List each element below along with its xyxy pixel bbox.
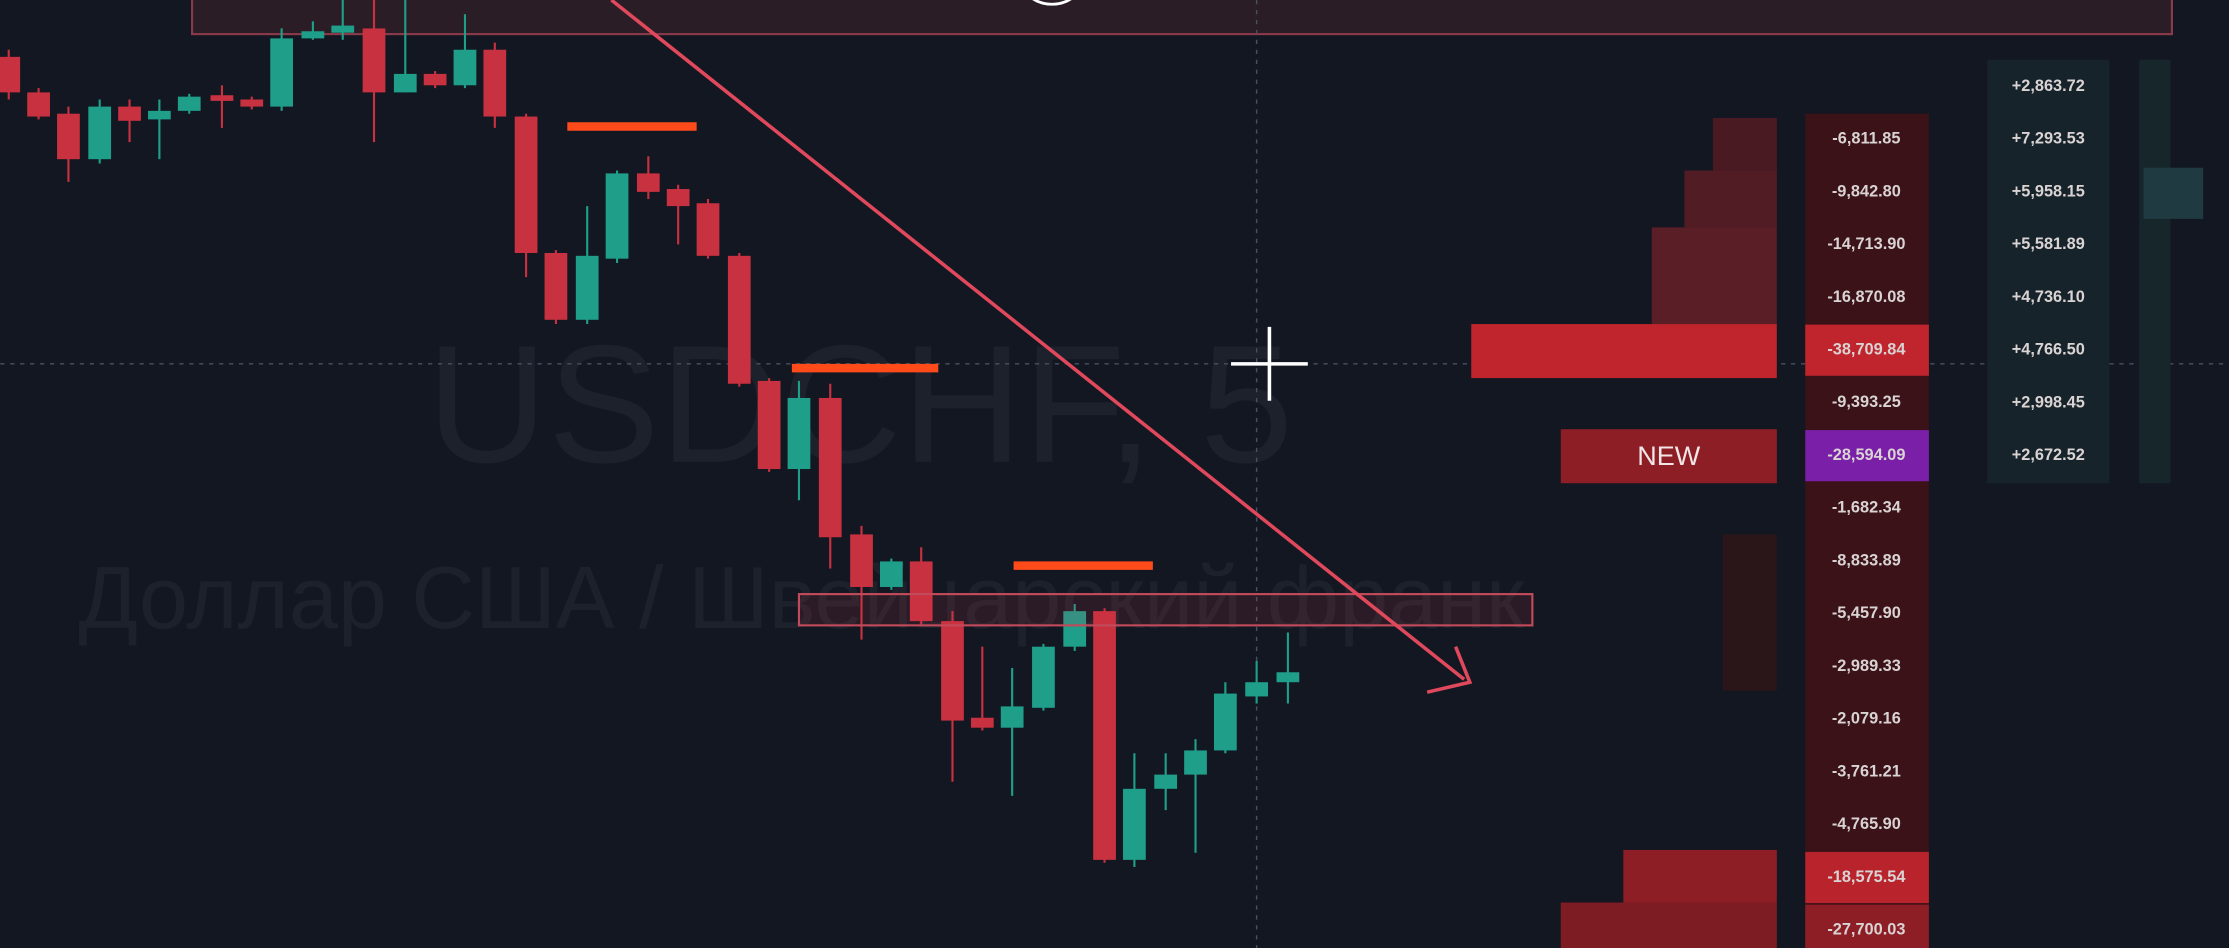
- candle-body: [423, 73, 447, 86]
- profile-bar: [1471, 324, 1777, 379]
- right-value: +5,581.89: [2012, 235, 2085, 253]
- crosshair-cursor: [1231, 326, 1308, 401]
- candle-body: [1245, 682, 1268, 697]
- candle-body: [1154, 774, 1178, 789]
- top-icon: [1032, 0, 1072, 6]
- candle-body: [514, 116, 538, 253]
- delta-column: -6,811.85 -9,842.80 -14,713.90 -16,870.08 -3…: [1805, 130, 1929, 948]
- candle-body: [818, 397, 842, 538]
- candle-body: [605, 173, 629, 259]
- candle-body: [148, 110, 171, 120]
- delta-value: -1,682.34: [1832, 499, 1901, 517]
- volume-profile: NEW: [1471, 117, 1777, 948]
- candle-body: [850, 534, 873, 587]
- delta-cell: [1805, 851, 1929, 904]
- profile-bar: [1722, 534, 1777, 691]
- candle-body: [1276, 672, 1300, 683]
- candle-body: [453, 49, 477, 86]
- profile-bar: [1712, 117, 1777, 171]
- candle-body: [1123, 788, 1146, 860]
- candle-body: [696, 203, 720, 256]
- candle-body: [0, 56, 21, 93]
- candle-body: [27, 92, 50, 117]
- delta-value: -9,393.25: [1832, 393, 1901, 411]
- right-value: +7,293.53: [2012, 130, 2085, 148]
- candle-body: [575, 255, 599, 320]
- new-box: [1560, 429, 1777, 484]
- trend-arrow: [1426, 646, 1473, 694]
- candle-body: [1093, 611, 1116, 860]
- candle-body: [787, 397, 811, 470]
- candle-body: [1184, 750, 1207, 775]
- delta-value: -2,989.33: [1832, 657, 1901, 675]
- candle-body: [240, 99, 264, 107]
- candle-body: [270, 38, 293, 107]
- delta-cell: [1805, 324, 1929, 376]
- delta-value: -16,870.08: [1827, 288, 1905, 306]
- candle-body: [1213, 693, 1237, 751]
- scroll-thumb: [2143, 167, 2204, 219]
- candle-body: [727, 255, 751, 384]
- right-value: +4,766.50: [2012, 341, 2085, 359]
- delta-value: -14,713.90: [1827, 235, 1905, 253]
- candle-body: [210, 95, 234, 101]
- new-label: NEW: [1637, 441, 1701, 471]
- candle-body: [666, 189, 690, 207]
- candle-body: [941, 621, 964, 721]
- candle-body: [393, 73, 417, 93]
- candle-body: [636, 173, 660, 192]
- profile-bar: [1651, 227, 1777, 325]
- right-value: +2,863.72: [2012, 77, 2085, 95]
- delta-value: -3,761.21: [1832, 762, 1901, 780]
- right-value: +4,736.10: [2012, 288, 2085, 306]
- right-value: +5,958.15: [2012, 182, 2085, 200]
- candle-body: [177, 96, 201, 111]
- delta-value: -38,709.84: [1827, 341, 1905, 359]
- candle-body: [544, 252, 568, 320]
- candle-body: [970, 717, 994, 728]
- candle-body: [57, 113, 80, 160]
- delta-value: -8,833.89: [1832, 551, 1901, 569]
- candle-body: [879, 561, 903, 587]
- delta-value: -18,575.54: [1827, 868, 1905, 886]
- candle-body: [301, 31, 325, 39]
- profile-bar: [1560, 902, 1777, 948]
- candle-body: [1063, 611, 1087, 647]
- delta-value: -2,079.16: [1832, 710, 1901, 728]
- candle-body: [362, 28, 386, 93]
- delta-value: -28,594.09: [1827, 446, 1905, 464]
- delta-cell: [1805, 430, 1929, 482]
- delta-cell: [1805, 904, 1929, 948]
- top-zone: [191, 0, 2174, 36]
- profile-bar: [1684, 170, 1777, 228]
- watermark-symbol: USDCHF, 5: [427, 310, 1294, 498]
- trend-line: [610, 0, 1466, 681]
- right-column: +2,863.72 +7,293.53 +5,958.15 +5,581.89 +4,7…: [2012, 77, 2085, 464]
- right-value: +2,672.52: [2012, 446, 2085, 464]
- delta-value: -5,457.90: [1832, 604, 1901, 622]
- delta-value: -27,700.03: [1827, 921, 1905, 939]
- watermark-description: Доллар США / Швейцарский франк: [78, 548, 1525, 647]
- candles: [0, 0, 1300, 867]
- candle-body: [118, 106, 141, 121]
- delta-value: -4,765.90: [1832, 815, 1901, 833]
- candle-body: [1032, 646, 1055, 708]
- delta-panel: [1805, 113, 1929, 948]
- delta-value: -9,842.80: [1832, 182, 1901, 200]
- right-value: +2,998.45: [2012, 393, 2085, 411]
- zone-rectangle: [797, 593, 1534, 627]
- scroll-bar: [2139, 59, 2171, 484]
- candle-body: [909, 561, 933, 622]
- profile-bar: [1623, 849, 1777, 903]
- candle-body: [757, 380, 781, 470]
- candle-body: [88, 106, 112, 160]
- delta-value: -6,811.85: [1832, 130, 1900, 148]
- candle-body: [331, 25, 355, 33]
- candle-body: [483, 49, 507, 117]
- candle-body: [1000, 706, 1024, 728]
- right-panel: [1987, 59, 2110, 484]
